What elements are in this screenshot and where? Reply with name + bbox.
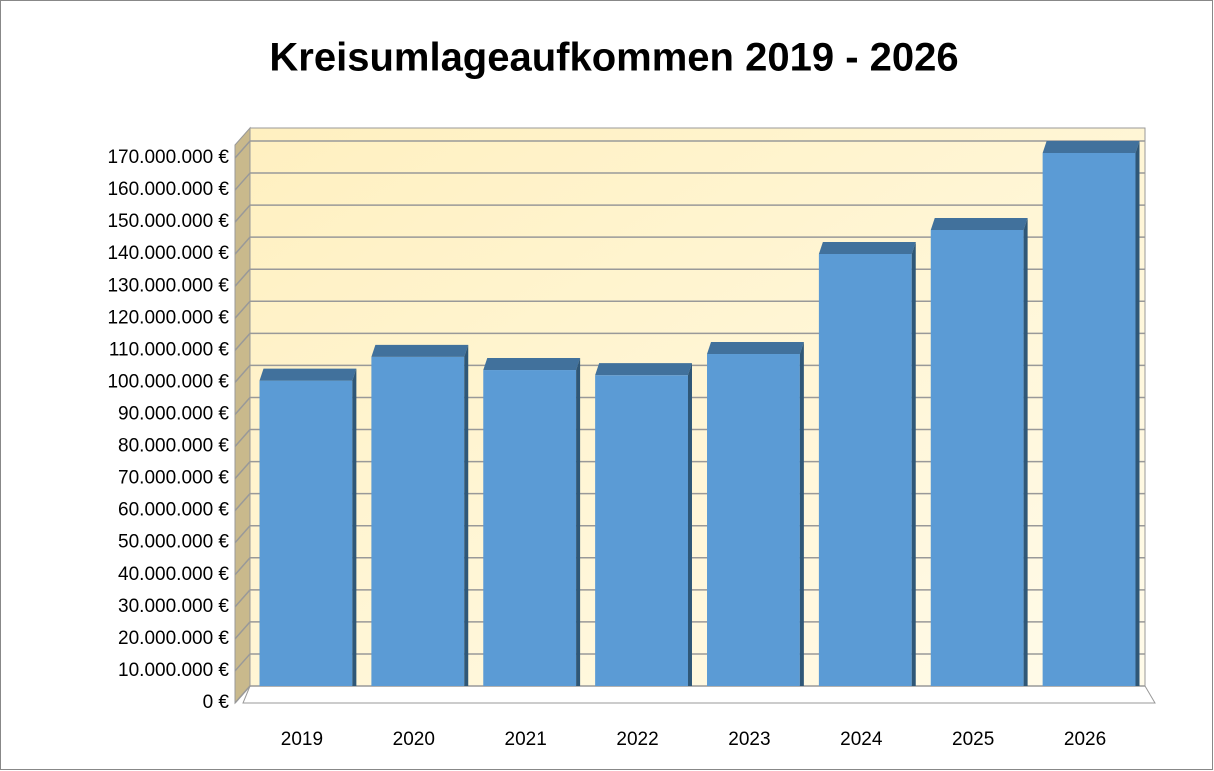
- x-tick-label: 2019: [281, 729, 323, 750]
- bar-side: [799, 342, 804, 686]
- side-grid-line: [234, 621, 251, 640]
- bar-side: [352, 368, 357, 686]
- side-grid-line: [234, 300, 251, 319]
- y-tick-label: 70.000.000 €: [118, 468, 229, 489]
- bar: [483, 370, 577, 686]
- y-tick-label: 120.000.000 €: [107, 307, 229, 328]
- y-tick-label: 30.000.000 €: [118, 596, 229, 617]
- bar-top: [930, 217, 1028, 230]
- bar: [1042, 153, 1136, 686]
- side-grid-line: [234, 268, 251, 287]
- bar-side: [576, 358, 581, 686]
- side-grid-line: [234, 140, 251, 159]
- y-tick-label: 40.000.000 €: [118, 564, 229, 585]
- side-grid-line: [234, 429, 251, 448]
- x-tick-label: 2026: [1064, 729, 1106, 750]
- bar-side: [1023, 217, 1028, 687]
- bar-top: [818, 241, 916, 254]
- bar-top: [595, 363, 692, 376]
- side-grid-line: [234, 461, 251, 480]
- bar-top: [371, 344, 469, 357]
- bar-side: [464, 344, 469, 686]
- bar-side: [1135, 141, 1140, 686]
- bar: [707, 354, 800, 686]
- x-tick-label: 2025: [952, 729, 994, 750]
- side-grid-line: [234, 653, 251, 672]
- bar-top: [707, 342, 804, 355]
- side-grid-line: [234, 364, 251, 383]
- bar: [259, 380, 353, 686]
- x-tick-label: 2021: [505, 729, 547, 750]
- y-tick-label: 100.000.000 €: [107, 371, 229, 392]
- x-tick-label: 2022: [616, 729, 658, 750]
- x-tick-label: 2023: [728, 729, 770, 750]
- y-tick-label: 160.000.000 €: [107, 179, 229, 200]
- bar: [930, 229, 1024, 687]
- y-tick-label: 80.000.000 €: [118, 436, 229, 457]
- y-tick-label: 50.000.000 €: [118, 532, 229, 553]
- bar-side: [687, 363, 692, 686]
- chart-title: Kreisumlageaufkommen 2019 - 2026: [269, 36, 958, 80]
- bar: [595, 375, 688, 686]
- y-tick-label: 90.000.000 €: [118, 403, 229, 424]
- y-tick-label: 60.000.000 €: [118, 500, 229, 521]
- side-grid-line: [234, 525, 251, 544]
- side-grid-line: [234, 204, 251, 223]
- x-tick-label: 2020: [393, 729, 435, 750]
- floor: [242, 685, 1156, 704]
- side-grid-line: [234, 396, 251, 415]
- side-grid-line: [234, 172, 251, 191]
- y-tick-label: 20.000.000 €: [118, 628, 229, 649]
- side-grid-line: [234, 589, 251, 608]
- bar-top: [1042, 141, 1140, 153]
- y-tick-label: 170.000.000 €: [107, 147, 229, 168]
- bar-top: [259, 368, 357, 381]
- bar: [818, 253, 912, 686]
- bar: [371, 356, 465, 686]
- side-grid-line: [234, 493, 251, 512]
- y-tick-label: 150.000.000 €: [107, 211, 229, 232]
- y-tick-label: 110.000.000 €: [109, 339, 230, 360]
- bar-top: [483, 358, 581, 371]
- side-grid-line: [234, 557, 251, 576]
- side-grid-line: [234, 332, 251, 351]
- y-tick-label: 130.000.000 €: [107, 275, 229, 296]
- x-tick-label: 2024: [840, 729, 883, 750]
- side-grid-line: [234, 685, 251, 704]
- y-tick-label: 10.000.000 €: [118, 660, 229, 681]
- side-grid-line: [234, 236, 251, 255]
- bar-side: [911, 241, 916, 686]
- y-tick-label: 140.000.000 €: [107, 243, 229, 264]
- y-tick-label: 0 €: [203, 692, 230, 713]
